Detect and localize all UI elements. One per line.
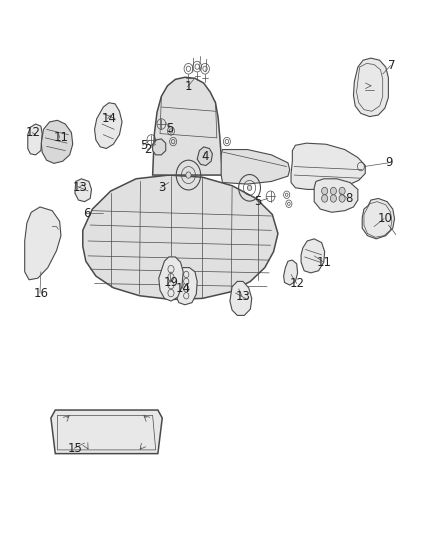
Polygon shape xyxy=(197,147,212,165)
Circle shape xyxy=(247,185,252,190)
Circle shape xyxy=(186,172,191,178)
Text: 6: 6 xyxy=(83,207,91,220)
Polygon shape xyxy=(25,207,61,280)
Text: 13: 13 xyxy=(73,181,88,195)
Circle shape xyxy=(339,187,345,195)
Text: 8: 8 xyxy=(346,192,353,205)
Text: 12: 12 xyxy=(290,277,305,290)
Polygon shape xyxy=(95,103,122,149)
Polygon shape xyxy=(221,150,290,184)
Polygon shape xyxy=(51,410,162,454)
Text: 14: 14 xyxy=(102,112,117,125)
Text: 15: 15 xyxy=(67,442,82,455)
Polygon shape xyxy=(41,120,73,164)
Circle shape xyxy=(321,187,328,195)
Polygon shape xyxy=(362,198,395,239)
Text: 5: 5 xyxy=(140,139,148,152)
Text: 2: 2 xyxy=(145,143,152,156)
Polygon shape xyxy=(152,77,223,175)
Text: 11: 11 xyxy=(53,131,68,144)
Polygon shape xyxy=(314,179,358,212)
Polygon shape xyxy=(28,124,42,155)
Text: 10: 10 xyxy=(378,212,392,225)
Polygon shape xyxy=(83,175,278,300)
Text: 5: 5 xyxy=(166,122,174,135)
Text: 14: 14 xyxy=(176,282,191,295)
Text: 16: 16 xyxy=(33,287,48,300)
Text: 3: 3 xyxy=(158,181,165,195)
Text: 11: 11 xyxy=(317,256,332,269)
Text: 9: 9 xyxy=(385,156,393,169)
Polygon shape xyxy=(159,257,183,301)
Text: 1: 1 xyxy=(185,80,192,93)
Text: 12: 12 xyxy=(26,126,41,139)
Circle shape xyxy=(321,195,328,202)
Circle shape xyxy=(339,195,345,202)
Polygon shape xyxy=(284,260,297,285)
Text: 19: 19 xyxy=(163,276,178,289)
Text: 4: 4 xyxy=(201,150,209,164)
Polygon shape xyxy=(301,239,325,273)
Polygon shape xyxy=(75,179,92,201)
Text: 13: 13 xyxy=(236,290,251,303)
Polygon shape xyxy=(152,139,166,155)
Polygon shape xyxy=(353,58,389,117)
Polygon shape xyxy=(175,268,197,305)
Polygon shape xyxy=(291,143,365,189)
Text: 7: 7 xyxy=(388,59,395,72)
Polygon shape xyxy=(230,281,252,316)
Circle shape xyxy=(330,187,336,195)
Circle shape xyxy=(330,195,336,202)
Text: 5: 5 xyxy=(254,195,262,208)
